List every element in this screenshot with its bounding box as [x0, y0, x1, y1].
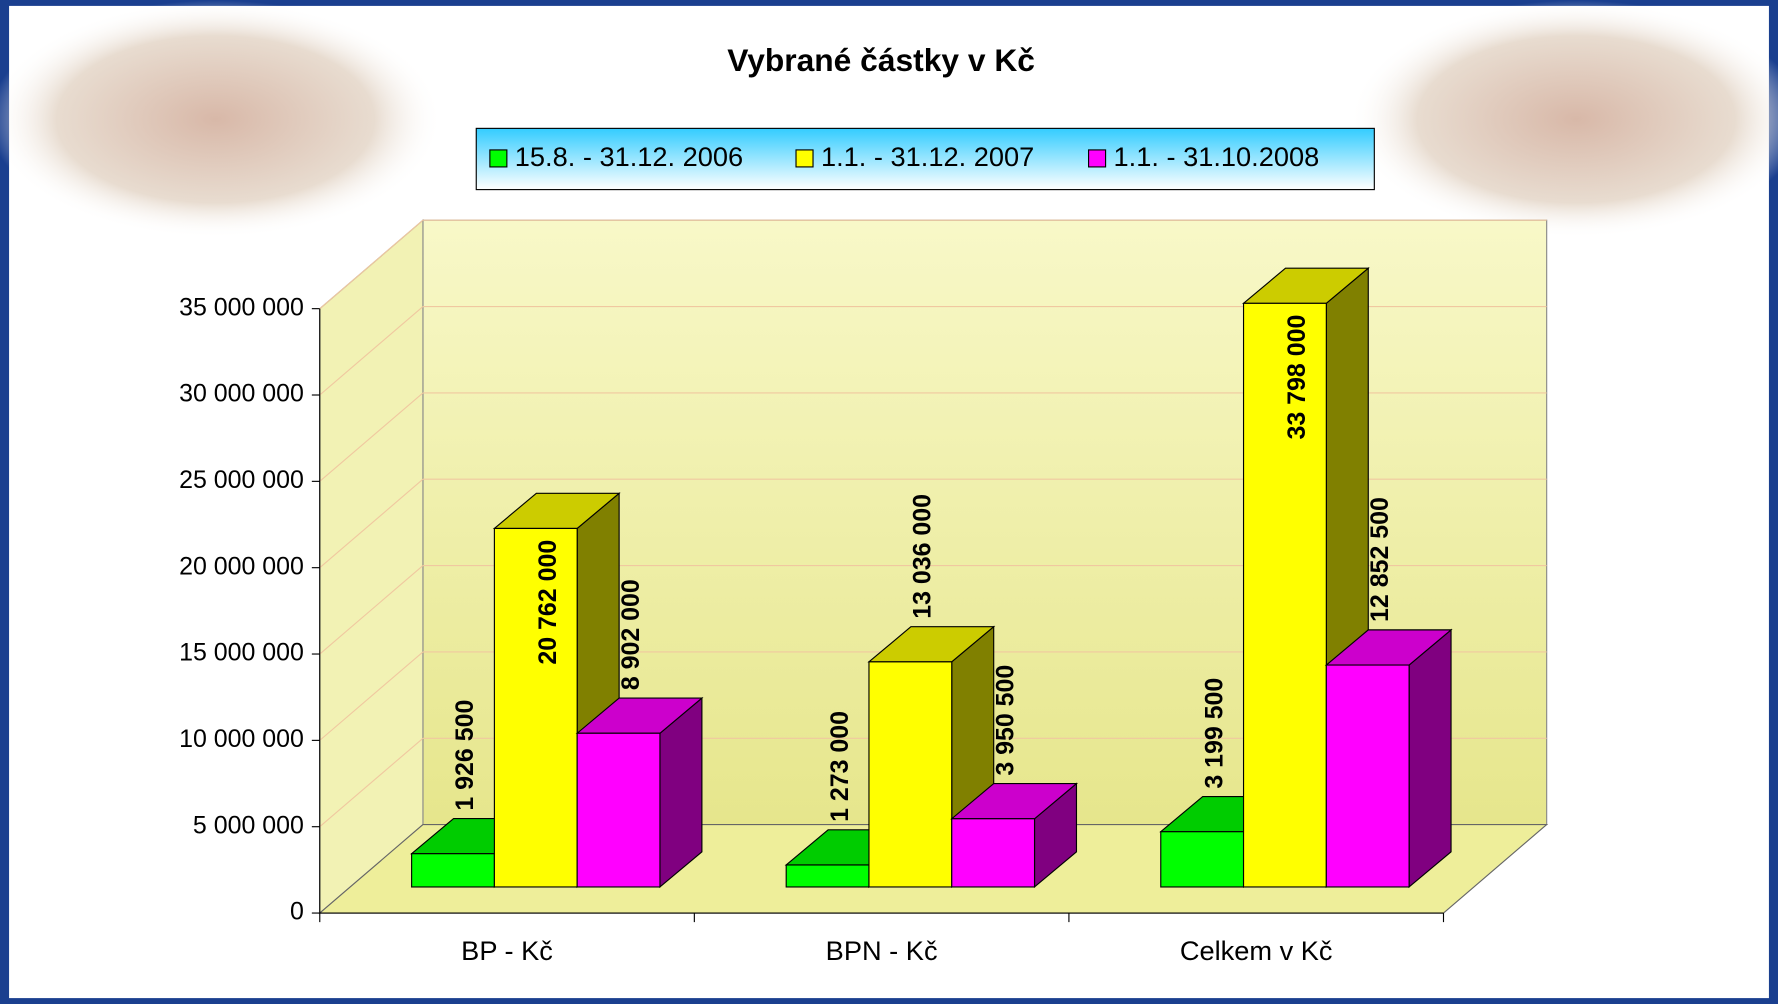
bar	[1326, 665, 1409, 887]
data-label: 12 852 500	[1366, 497, 1394, 622]
legend-label: 15.8. - 31.12. 2006	[515, 141, 743, 172]
legend-label: 1.1. - 31.10.2008	[1114, 141, 1320, 172]
data-label: 3 199 500	[1200, 678, 1228, 789]
x-tick-label: BP - Kč	[461, 935, 553, 966]
data-label: 1 273 000	[826, 711, 854, 822]
bar	[952, 819, 1035, 887]
y-tick-label: 15 000 000	[179, 639, 304, 667]
chart-title: Vybrané částky v Kč	[727, 42, 1035, 78]
y-tick-label: 5 000 000	[193, 811, 304, 839]
data-label: 20 762 000	[534, 540, 562, 665]
decoration	[0, 0, 442, 238]
chart: Vybrané částky v Kč 0 5 000 000 10 000 000…	[0, 0, 1778, 1004]
bar	[1161, 832, 1244, 887]
data-label: 1 926 500	[451, 700, 479, 811]
bar-side	[1409, 630, 1451, 887]
y-tick-label: 25 000 000	[179, 466, 304, 494]
legend-swatch	[490, 150, 507, 167]
y-tick-label: 30 000 000	[179, 380, 304, 408]
x-tick-label: BPN - Kč	[826, 935, 938, 966]
bar	[577, 733, 660, 887]
y-tick-label: 10 000 000	[179, 725, 304, 753]
data-label: 33 798 000	[1283, 315, 1311, 440]
side-wall	[320, 220, 423, 913]
legend-label: 1.1. - 31.12. 2007	[821, 141, 1034, 172]
y-tick-label: 35 000 000	[179, 293, 304, 321]
bar	[786, 865, 869, 887]
bar	[412, 854, 495, 887]
legend-swatch	[1089, 150, 1106, 167]
bar	[869, 662, 952, 887]
x-tick-label: Celkem v Kč	[1180, 935, 1333, 966]
page: {"chart_data": {"type": "bar3d", "title"…	[0, 0, 1778, 1004]
data-label: 8 902 000	[617, 579, 645, 690]
y-tick-label: 20 000 000	[179, 552, 304, 580]
data-label: 13 036 000	[909, 494, 937, 619]
y-tick-label: 0	[290, 898, 304, 926]
legend-swatch	[796, 150, 813, 167]
data-label: 3 950 500	[991, 665, 1019, 776]
